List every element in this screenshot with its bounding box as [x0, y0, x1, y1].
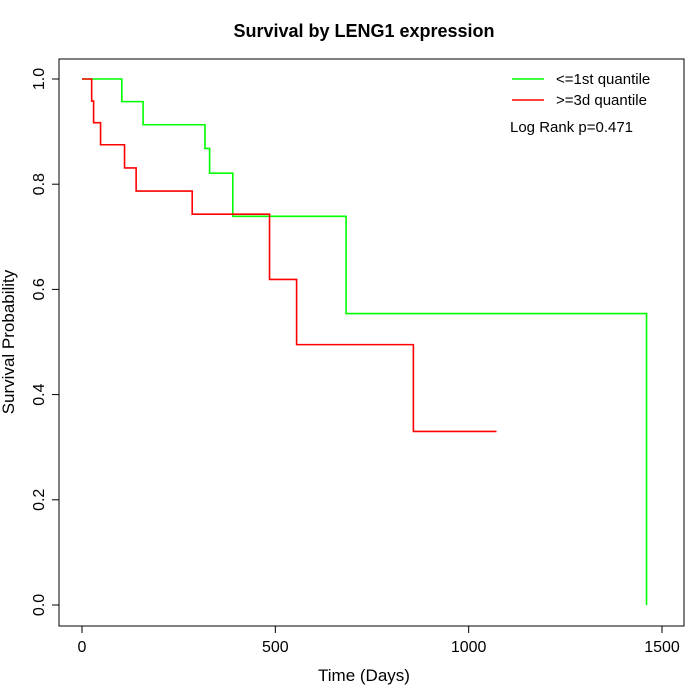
x-tick-label: 1500 — [644, 639, 680, 656]
x-axis: 0 500 1000 1500 — [78, 625, 680, 656]
legend: <=1st quantile >=3d quantile — [512, 71, 650, 109]
y-tick-label: 0.2 — [31, 489, 48, 511]
series-line-2 — [82, 78, 497, 433]
y-axis: 0.0 0.2 0.4 0.6 0.8 1.0 — [31, 68, 60, 616]
series-line-1 — [82, 78, 648, 605]
y-axis-label: Survival Probability — [0, 269, 18, 414]
legend-label-2: >=3d quantile — [556, 92, 647, 109]
log-rank-annotation: Log Rank p=0.471 — [510, 119, 633, 136]
y-tick-label: 0.0 — [31, 594, 48, 616]
y-tick-label: 1.0 — [31, 68, 48, 90]
x-tick-label: 0 — [78, 639, 87, 656]
chart-title: Survival by LENG1 expression — [233, 21, 494, 41]
x-tick-label: 1000 — [451, 639, 487, 656]
y-tick-label: 0.6 — [31, 278, 48, 300]
x-tick-label: 500 — [262, 639, 289, 656]
y-tick-label: 0.4 — [31, 383, 48, 405]
x-axis-label: Time (Days) — [318, 666, 410, 685]
plot-frame — [58, 58, 685, 627]
series-layer — [82, 78, 648, 605]
legend-label-1: <=1st quantile — [556, 71, 650, 88]
y-tick-label: 0.8 — [31, 173, 48, 195]
